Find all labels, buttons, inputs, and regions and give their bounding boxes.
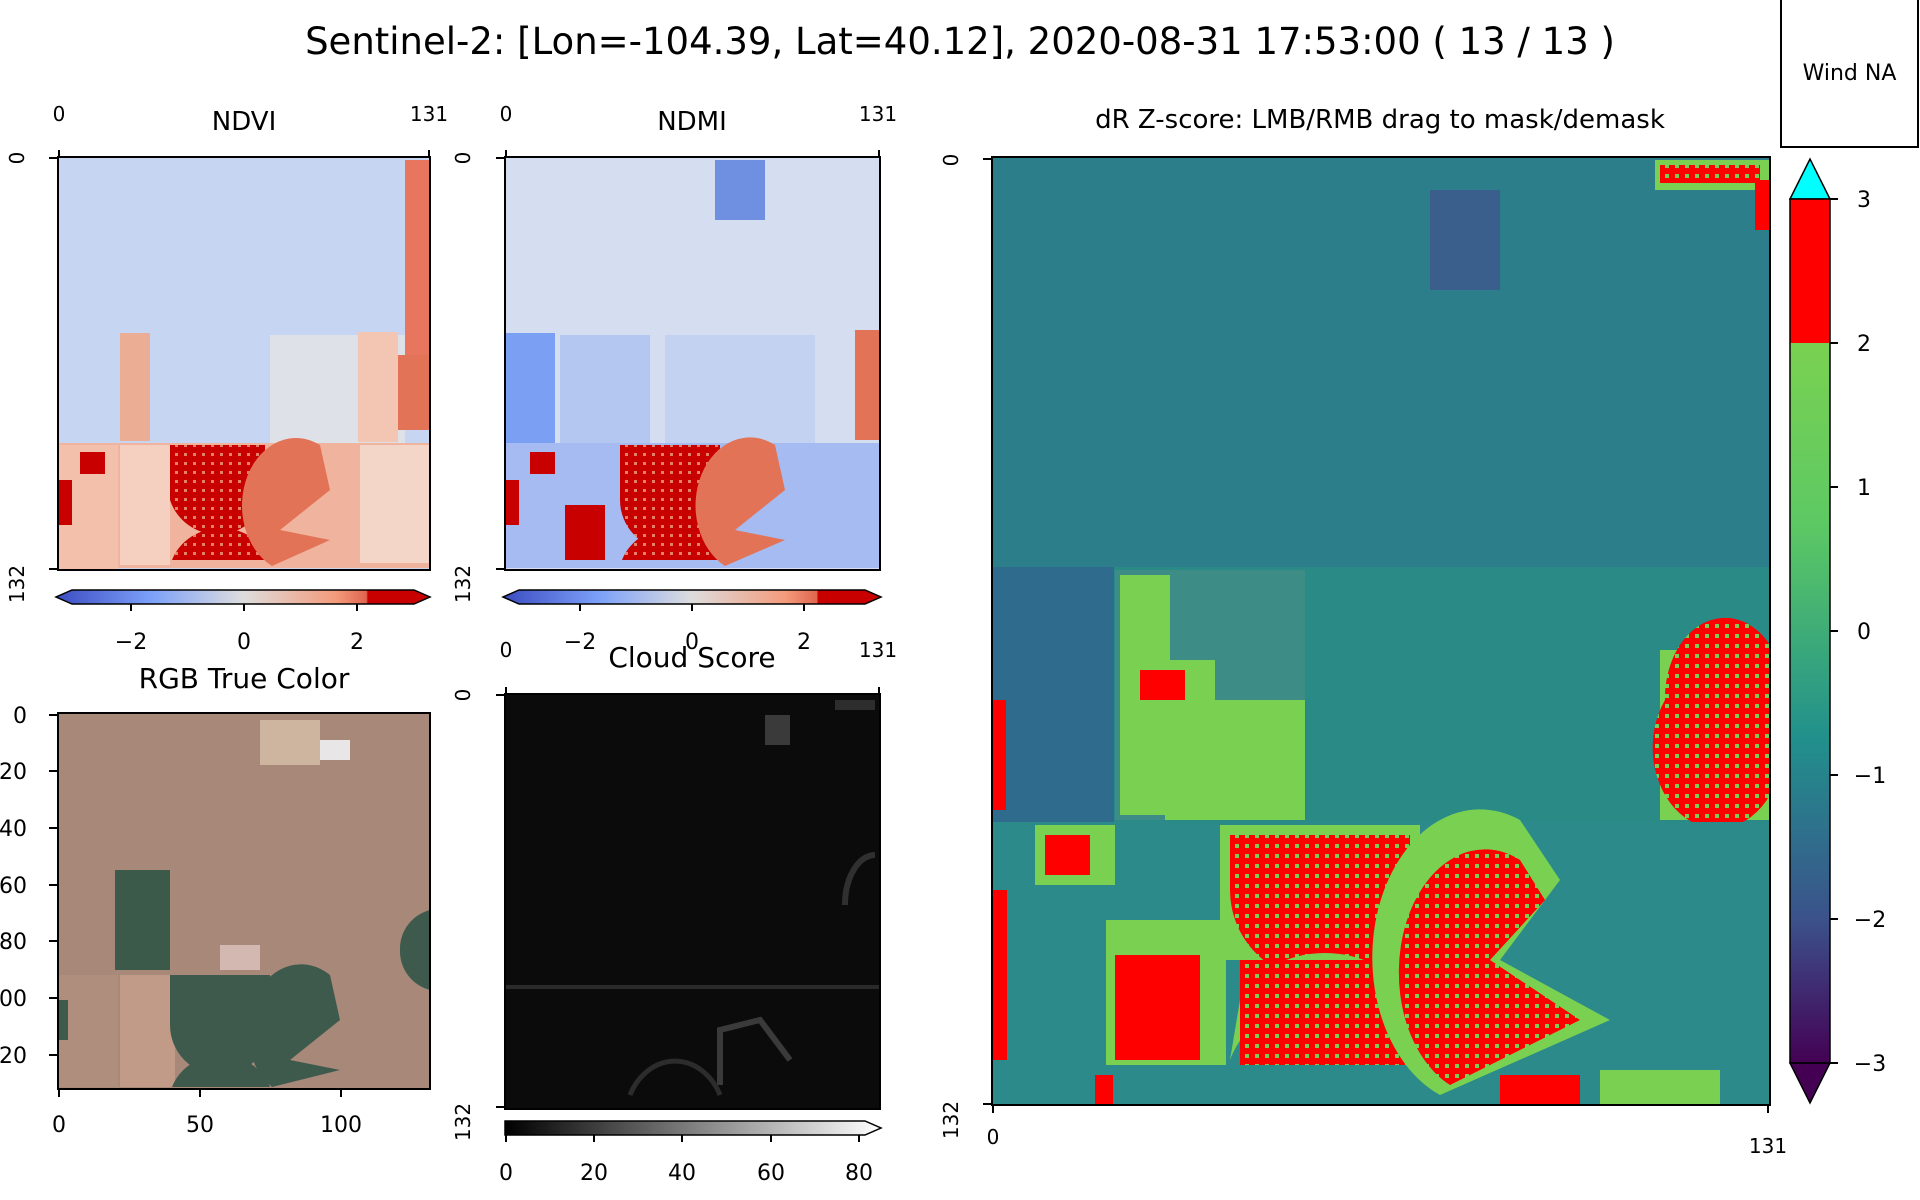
rgb-title: RGB True Color	[139, 662, 350, 695]
rgb-image[interactable]	[58, 713, 430, 1089]
rgb-x-tick-1: 50	[186, 1113, 214, 1138]
dr-cbar-tick-4: −1	[1854, 764, 1886, 789]
dr-cbar-extend-max	[1788, 157, 1832, 200]
ndvi-title: NDVI	[212, 107, 276, 137]
ndmi-cbar-tick-2: 2	[797, 630, 811, 655]
wind-indicator: Wind NA	[1780, 0, 1919, 148]
dr-cbar-tick-3: 0	[1857, 620, 1871, 645]
rgb-y-axis: 0 20 40 60 80 100 120	[0, 704, 58, 1069]
cloud-cbar-tick-0: 0	[499, 1161, 513, 1186]
dr-x-tick-0: 0	[987, 1125, 1000, 1149]
ndvi-y-axis: 0 132	[5, 152, 58, 603]
dr-cbar-extend-min	[1788, 1062, 1832, 1105]
dr-title: dR Z-score: LMB/RMB drag to mask/demask	[1095, 105, 1665, 135]
dr-y-tick-0: 0	[939, 154, 963, 167]
rgb-y-tick-5: 100	[0, 987, 27, 1012]
rgb-panel: RGB True Color 0 50 100	[0, 662, 431, 1138]
rgb-y-tick-0: 0	[13, 704, 27, 729]
cloud-x-axis: 0 131	[500, 638, 897, 694]
rgb-x-tick-2: 100	[320, 1113, 362, 1138]
cloud-x-tick-1: 131	[859, 638, 897, 662]
dr-cbar-tick-5: −2	[1854, 908, 1886, 933]
rgb-x-tick-0: 0	[52, 1113, 66, 1138]
dr-cbar-tick-0: 3	[1857, 188, 1871, 213]
ndvi-x-tick-1: 131	[410, 102, 448, 126]
dr-x-tick-1: 131	[1749, 1134, 1787, 1158]
ndvi-cbar-tick-1: 0	[237, 630, 251, 655]
rgb-y-tick-1: 20	[0, 760, 27, 785]
ndvi-y-tick-1: 132	[5, 565, 29, 603]
ndmi-colorbar: −2 0 2	[501, 589, 883, 655]
ndmi-y-tick-0: 0	[451, 152, 475, 165]
ndmi-panel: NDMI 0 131 0 132	[451, 102, 897, 655]
ndmi-y-axis: 0 132	[451, 152, 505, 603]
ndvi-cbar-tick-0: −2	[115, 630, 147, 655]
cloud-cbar-tick-1: 20	[580, 1161, 608, 1186]
cloud-cbar-tick-2: 40	[668, 1161, 696, 1186]
rgb-y-tick-3: 60	[0, 874, 27, 899]
ndmi-x-tick-1: 131	[859, 102, 897, 126]
ndvi-cbar-tick-2: 2	[350, 630, 364, 655]
dr-cbar-tick-2: 1	[1857, 476, 1871, 501]
dr-x-axis: 0 131	[987, 1105, 1787, 1158]
cloud-panel: Cloud Score 0 131 0 132	[451, 638, 897, 1186]
wind-label: Wind NA	[1802, 60, 1897, 86]
ndvi-x-axis: 0 131	[53, 102, 448, 157]
ndmi-cbar-tick-1: 0	[685, 630, 699, 655]
ndmi-x-tick-0: 0	[500, 102, 513, 126]
ndvi-y-tick-0: 0	[5, 152, 29, 165]
cloud-colorbar: 0 20 40 60 80	[499, 1120, 883, 1186]
dr-colorbar: 3 2 1 0 −1 −2 −3	[1788, 157, 1886, 1105]
dr-frame	[991, 156, 1771, 1106]
cloud-y-axis: 0 132	[451, 689, 505, 1141]
ndvi-colorbar: −2 0 2	[54, 589, 432, 655]
cloud-x-tick-0: 0	[500, 638, 513, 662]
cloud-y-tick-0: 0	[451, 689, 475, 702]
ndmi-title: NDMI	[657, 107, 727, 137]
dr-image[interactable]	[992, 157, 1770, 1105]
dr-cbar-tick-6: −3	[1854, 1052, 1886, 1077]
dr-y-axis: 0 132	[939, 154, 992, 1139]
ndmi-image[interactable]	[505, 157, 880, 570]
dr-panel: dR Z-score: LMB/RMB drag to mask/demask	[939, 105, 1886, 1158]
cloud-title: Cloud Score	[608, 641, 775, 674]
ndmi-x-axis: 0 131	[500, 102, 897, 157]
ndvi-panel: NDVI 0 131 0	[5, 102, 448, 655]
dr-y-tick-1: 132	[939, 1101, 963, 1139]
cloud-cbar-tick-4: 80	[845, 1161, 873, 1186]
figure-title: Sentinel-2: [Lon=-104.39, Lat=40.12], 20…	[305, 20, 1615, 63]
ndmi-frame	[504, 156, 881, 571]
cloud-cbar-tick-3: 60	[757, 1161, 785, 1186]
cloud-image[interactable]	[505, 694, 880, 1109]
rgb-y-tick-2: 40	[0, 817, 27, 842]
ndmi-cbar-tick-0: −2	[564, 630, 596, 655]
cloud-frame	[504, 693, 881, 1110]
dr-cbar-tick-1: 2	[1857, 332, 1871, 357]
rgb-x-axis: 0 50 100	[52, 1089, 362, 1138]
ndmi-y-tick-1: 132	[451, 565, 475, 603]
ndvi-frame	[57, 156, 431, 571]
ndvi-image[interactable]	[58, 157, 430, 570]
rgb-y-tick-6: 120	[0, 1044, 27, 1069]
rgb-frame	[57, 712, 431, 1090]
ndvi-x-tick-0: 0	[53, 102, 66, 126]
cloud-y-tick-1: 132	[451, 1103, 475, 1141]
rgb-y-tick-4: 80	[0, 930, 27, 955]
